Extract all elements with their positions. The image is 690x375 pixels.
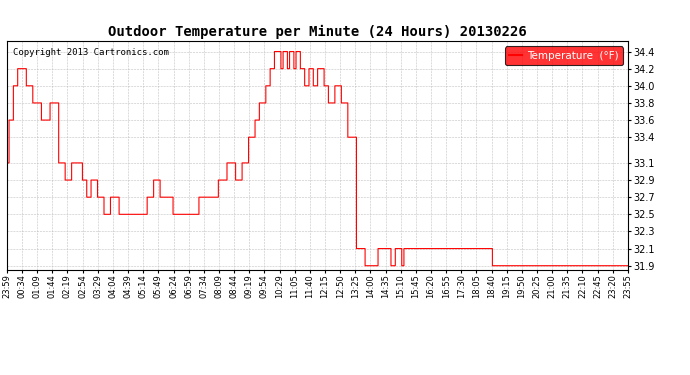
Title: Outdoor Temperature per Minute (24 Hours) 20130226: Outdoor Temperature per Minute (24 Hours… (108, 24, 526, 39)
Legend: Temperature  (°F): Temperature (°F) (505, 46, 622, 65)
Text: Copyright 2013 Cartronics.com: Copyright 2013 Cartronics.com (13, 48, 169, 57)
